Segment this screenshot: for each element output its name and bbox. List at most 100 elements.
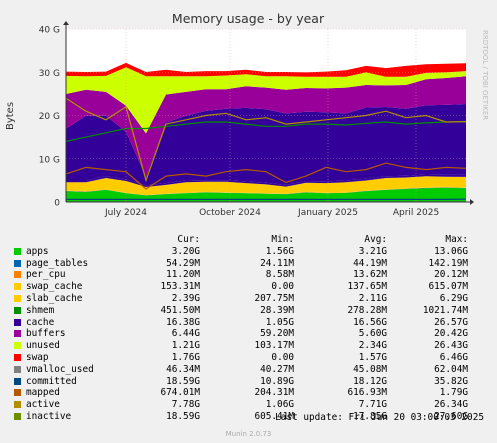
legend-swatch (14, 306, 21, 314)
legend-row-swap: swap 1.76G 0.00 1.57G 6.46G (14, 352, 484, 364)
legend-max: 26.57G (434, 316, 468, 328)
legend-min: 605.41M (254, 410, 294, 422)
legend-min: 8.58M (265, 269, 294, 281)
legend-avg: 13.62M (353, 269, 387, 281)
legend-header-max: Max: (445, 234, 468, 245)
legend-min: 10.89G (260, 375, 294, 387)
x-tick-label: January 2025 (297, 208, 358, 218)
legend-avg: 1.57G (358, 351, 387, 363)
area-unused (66, 67, 466, 134)
legend-avg: 44.19M (353, 257, 387, 269)
legend-avg: 2.11G (358, 292, 387, 304)
legend-name: page_tables (26, 257, 89, 269)
rrdtool-credit: RRDTOOL / TOBI OETIKER (481, 30, 489, 120)
x-tick-label: July 2024 (104, 208, 147, 218)
legend-name: buffers (26, 328, 66, 340)
legend-avg: 16.56G (353, 316, 387, 328)
legend-max: 6.29G (439, 292, 468, 304)
legend-max: 20.12M (434, 269, 468, 281)
legend-name: active (26, 399, 60, 411)
legend-name: cache (26, 316, 55, 328)
legend-row-buffers: buffers 6.44G 59.20M 5.60G 20.42G (14, 328, 484, 340)
legend-cur: 11.20M (166, 269, 200, 281)
area-swap_cache (66, 186, 466, 196)
legend-cur: 16.38G (166, 316, 200, 328)
legend-min: 24.11M (260, 257, 294, 269)
legend-avg: 3.21G (358, 245, 387, 257)
legend-cur: 7.78G (171, 399, 200, 411)
legend-cur: 18.59G (166, 410, 200, 422)
legend-row-inactive: inactive 18.59G 605.41M 17.85G 27.60G (14, 411, 484, 423)
legend-name: swap_cache (26, 281, 83, 293)
area-apps (66, 187, 466, 202)
legend-min: 0.00 (271, 281, 294, 293)
legend-max: 35.82G (434, 375, 468, 387)
legend-swatch (14, 401, 21, 409)
legend-name: swap (26, 351, 49, 363)
legend-swatch (14, 294, 21, 302)
legend-max: 142.19M (428, 257, 468, 269)
legend-name: apps (26, 245, 49, 257)
legend-avg: 18.12G (353, 375, 387, 387)
legend-cur: 2.39G (171, 292, 200, 304)
legend: Cur: Min: Avg: Max: apps 3.20G 1.56G 3.21G 1… (14, 234, 484, 423)
line-committed (65, 121, 467, 142)
legend-min: 103.17M (254, 340, 294, 352)
legend-min: 1.05G (265, 316, 294, 328)
axes (63, 21, 474, 205)
legend-swatch (14, 271, 21, 279)
legend-avg: 17.85G (353, 410, 387, 422)
legend-swatch (14, 283, 21, 291)
y-tick-label: 10 G (39, 155, 60, 165)
legend-swatch (14, 318, 21, 326)
legend-cur: 54.29M (166, 257, 200, 269)
legend-max: 26.34G (434, 399, 468, 411)
legend-cur: 674.01M (160, 387, 200, 399)
legend-row-active: active 7.78G 1.06G 7.71G 26.34G (14, 399, 484, 411)
y-tick-label: 20 G (39, 112, 60, 122)
y-tick-label: 30 G (39, 69, 60, 79)
legend-swatch (14, 259, 21, 267)
legend-min: 0.00 (271, 351, 294, 363)
y-tick-label: 0 (54, 199, 60, 209)
legend-name: per_cpu (26, 269, 66, 281)
legend-max: 62.04M (434, 363, 468, 375)
x-tick-label: April 2025 (393, 208, 439, 218)
y-axis-arrow (63, 21, 69, 25)
x-tick-label: October 2024 (199, 208, 261, 218)
chart-title: Memory usage - by year (172, 11, 325, 26)
legend-name: vmalloc_used (26, 363, 94, 375)
legend-row-cache: cache 16.38G 1.05G 16.56G 26.57G (14, 317, 484, 329)
legend-cur: 1.76G (171, 351, 200, 363)
y-axis-label: Bytes (5, 102, 16, 130)
legend-avg: 45.08M (353, 363, 387, 375)
legend-name: unused (26, 340, 60, 352)
legend-cur: 153.31M (160, 281, 200, 293)
legend-swatch (14, 377, 21, 385)
legend-swatch (14, 412, 21, 420)
area-buffers (66, 76, 466, 177)
legend-header: Cur: Min: Avg: Max: (14, 234, 484, 246)
legend-cur: 6.44G (171, 328, 200, 340)
legend-max: 20.42G (434, 328, 468, 340)
legend-cur: 18.59G (166, 375, 200, 387)
legend-name: slab_cache (26, 292, 83, 304)
legend-swatch (14, 247, 21, 255)
legend-swatch (14, 353, 21, 361)
legend-min: 1.06G (265, 399, 294, 411)
legend-avg: 616.93M (347, 387, 387, 399)
legend-row-vmalloc_used: vmalloc_used 46.34M 40.27M 45.08M 62.04M (14, 364, 484, 376)
legend-name: inactive (26, 410, 72, 422)
legend-min: 40.27M (260, 363, 294, 375)
legend-cur: 3.20G (171, 245, 200, 257)
legend-cur: 451.50M (160, 304, 200, 316)
legend-rows: apps 3.20G 1.56G 3.21G 13.06G page_tables 54.2… (14, 246, 484, 423)
legend-max: 615.07M (428, 281, 468, 293)
grid (66, 28, 466, 203)
legend-header-cur: Cur: (177, 234, 200, 245)
legend-max: 26.43G (434, 340, 468, 352)
legend-swatch (14, 365, 21, 373)
legend-name: committed (26, 375, 77, 387)
legend-min: 204.31M (254, 387, 294, 399)
